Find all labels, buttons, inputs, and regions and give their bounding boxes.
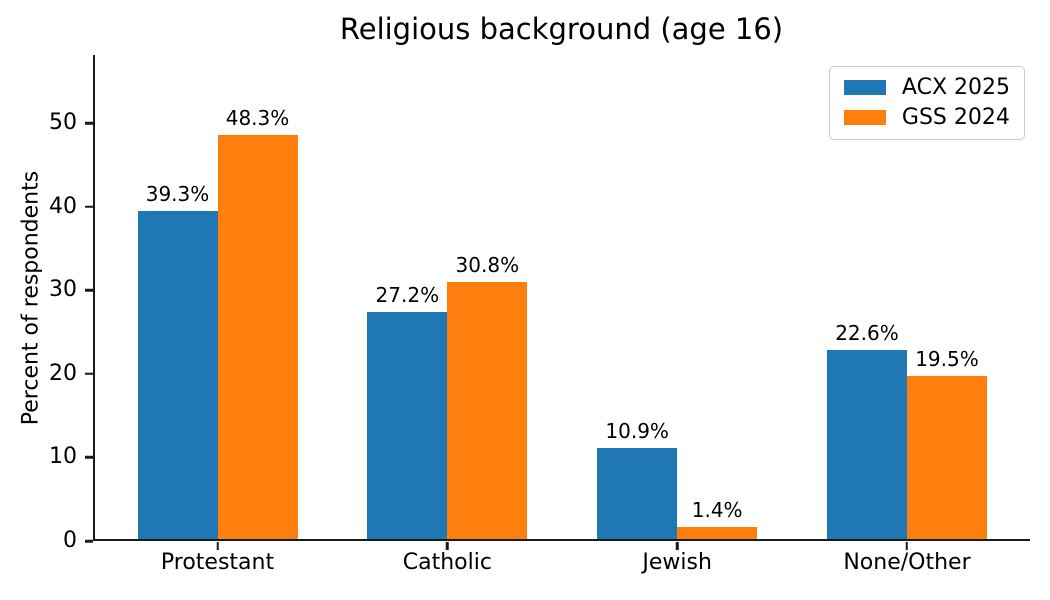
ytick-mark: [84, 121, 93, 125]
legend-label: GSS 2024: [901, 105, 1010, 131]
bar-value-label: 1.4%: [691, 498, 743, 523]
xtick-mark: [905, 541, 909, 550]
ytick-label: 20: [49, 360, 77, 386]
category-label-jewish: Jewish: [642, 550, 712, 575]
ytick-mark: [84, 539, 93, 543]
xtick-mark: [675, 541, 679, 550]
ytick-label: 50: [49, 110, 77, 136]
ytick-mark: [84, 456, 93, 459]
ytick-label: 0: [63, 528, 77, 553]
bar-acx-2025-jewish: [597, 447, 678, 539]
bar-gss-2024-jewish: [677, 527, 758, 539]
category-label-none-other: None/Other: [843, 550, 971, 575]
legend: ACX 2025 GSS 2024: [828, 66, 1025, 140]
ytick-mark: [84, 205, 93, 208]
xtick-mark: [216, 541, 219, 550]
bar-acx-2025-none-other: [826, 350, 907, 539]
bar-acx-2025-catholic: [367, 311, 448, 539]
ytick-label: 30: [49, 277, 77, 303]
bar-value-label: 19.5%: [915, 347, 979, 372]
legend-swatch-icon: [843, 110, 886, 126]
legend-item-acx-2025: ACX 2025: [843, 75, 1010, 100]
bar-value-label: 27.2%: [375, 282, 440, 307]
legend-label: ACX 2025: [901, 75, 1010, 100]
xtick-mark: [446, 541, 449, 550]
category-label-catholic: Catholic: [402, 550, 492, 575]
y-axis-label: Percent of respondents: [18, 170, 44, 426]
bar-value-label: 22.6%: [835, 321, 899, 346]
bar-gss-2024-protestant: [217, 135, 298, 539]
bar-value-label: 48.3%: [225, 106, 290, 131]
bar-value-label: 30.8%: [455, 252, 520, 277]
bar-value-label: 39.3%: [145, 181, 210, 206]
bar-gss-2024-none-other: [906, 376, 987, 539]
ytick-mark: [84, 289, 93, 292]
chart-title: Religious background (age 16): [339, 12, 784, 46]
ytick-mark: [84, 372, 93, 376]
legend-swatch-icon: [843, 80, 886, 96]
plot-area: 0 10 20 30 40 50 39.3% 48.3% 27.2% 30.8% 10.9% 1.4…: [49, 55, 1030, 575]
ytick-label: 10: [49, 444, 77, 470]
ytick-label: 40: [49, 193, 77, 219]
legend-item-gss-2024: GSS 2024: [843, 105, 1010, 131]
bar-value-label: 10.9%: [605, 418, 669, 443]
category-label-protestant: Protestant: [160, 550, 275, 575]
bar-acx-2025-protestant: [137, 210, 218, 539]
bar-gss-2024-catholic: [447, 281, 528, 539]
